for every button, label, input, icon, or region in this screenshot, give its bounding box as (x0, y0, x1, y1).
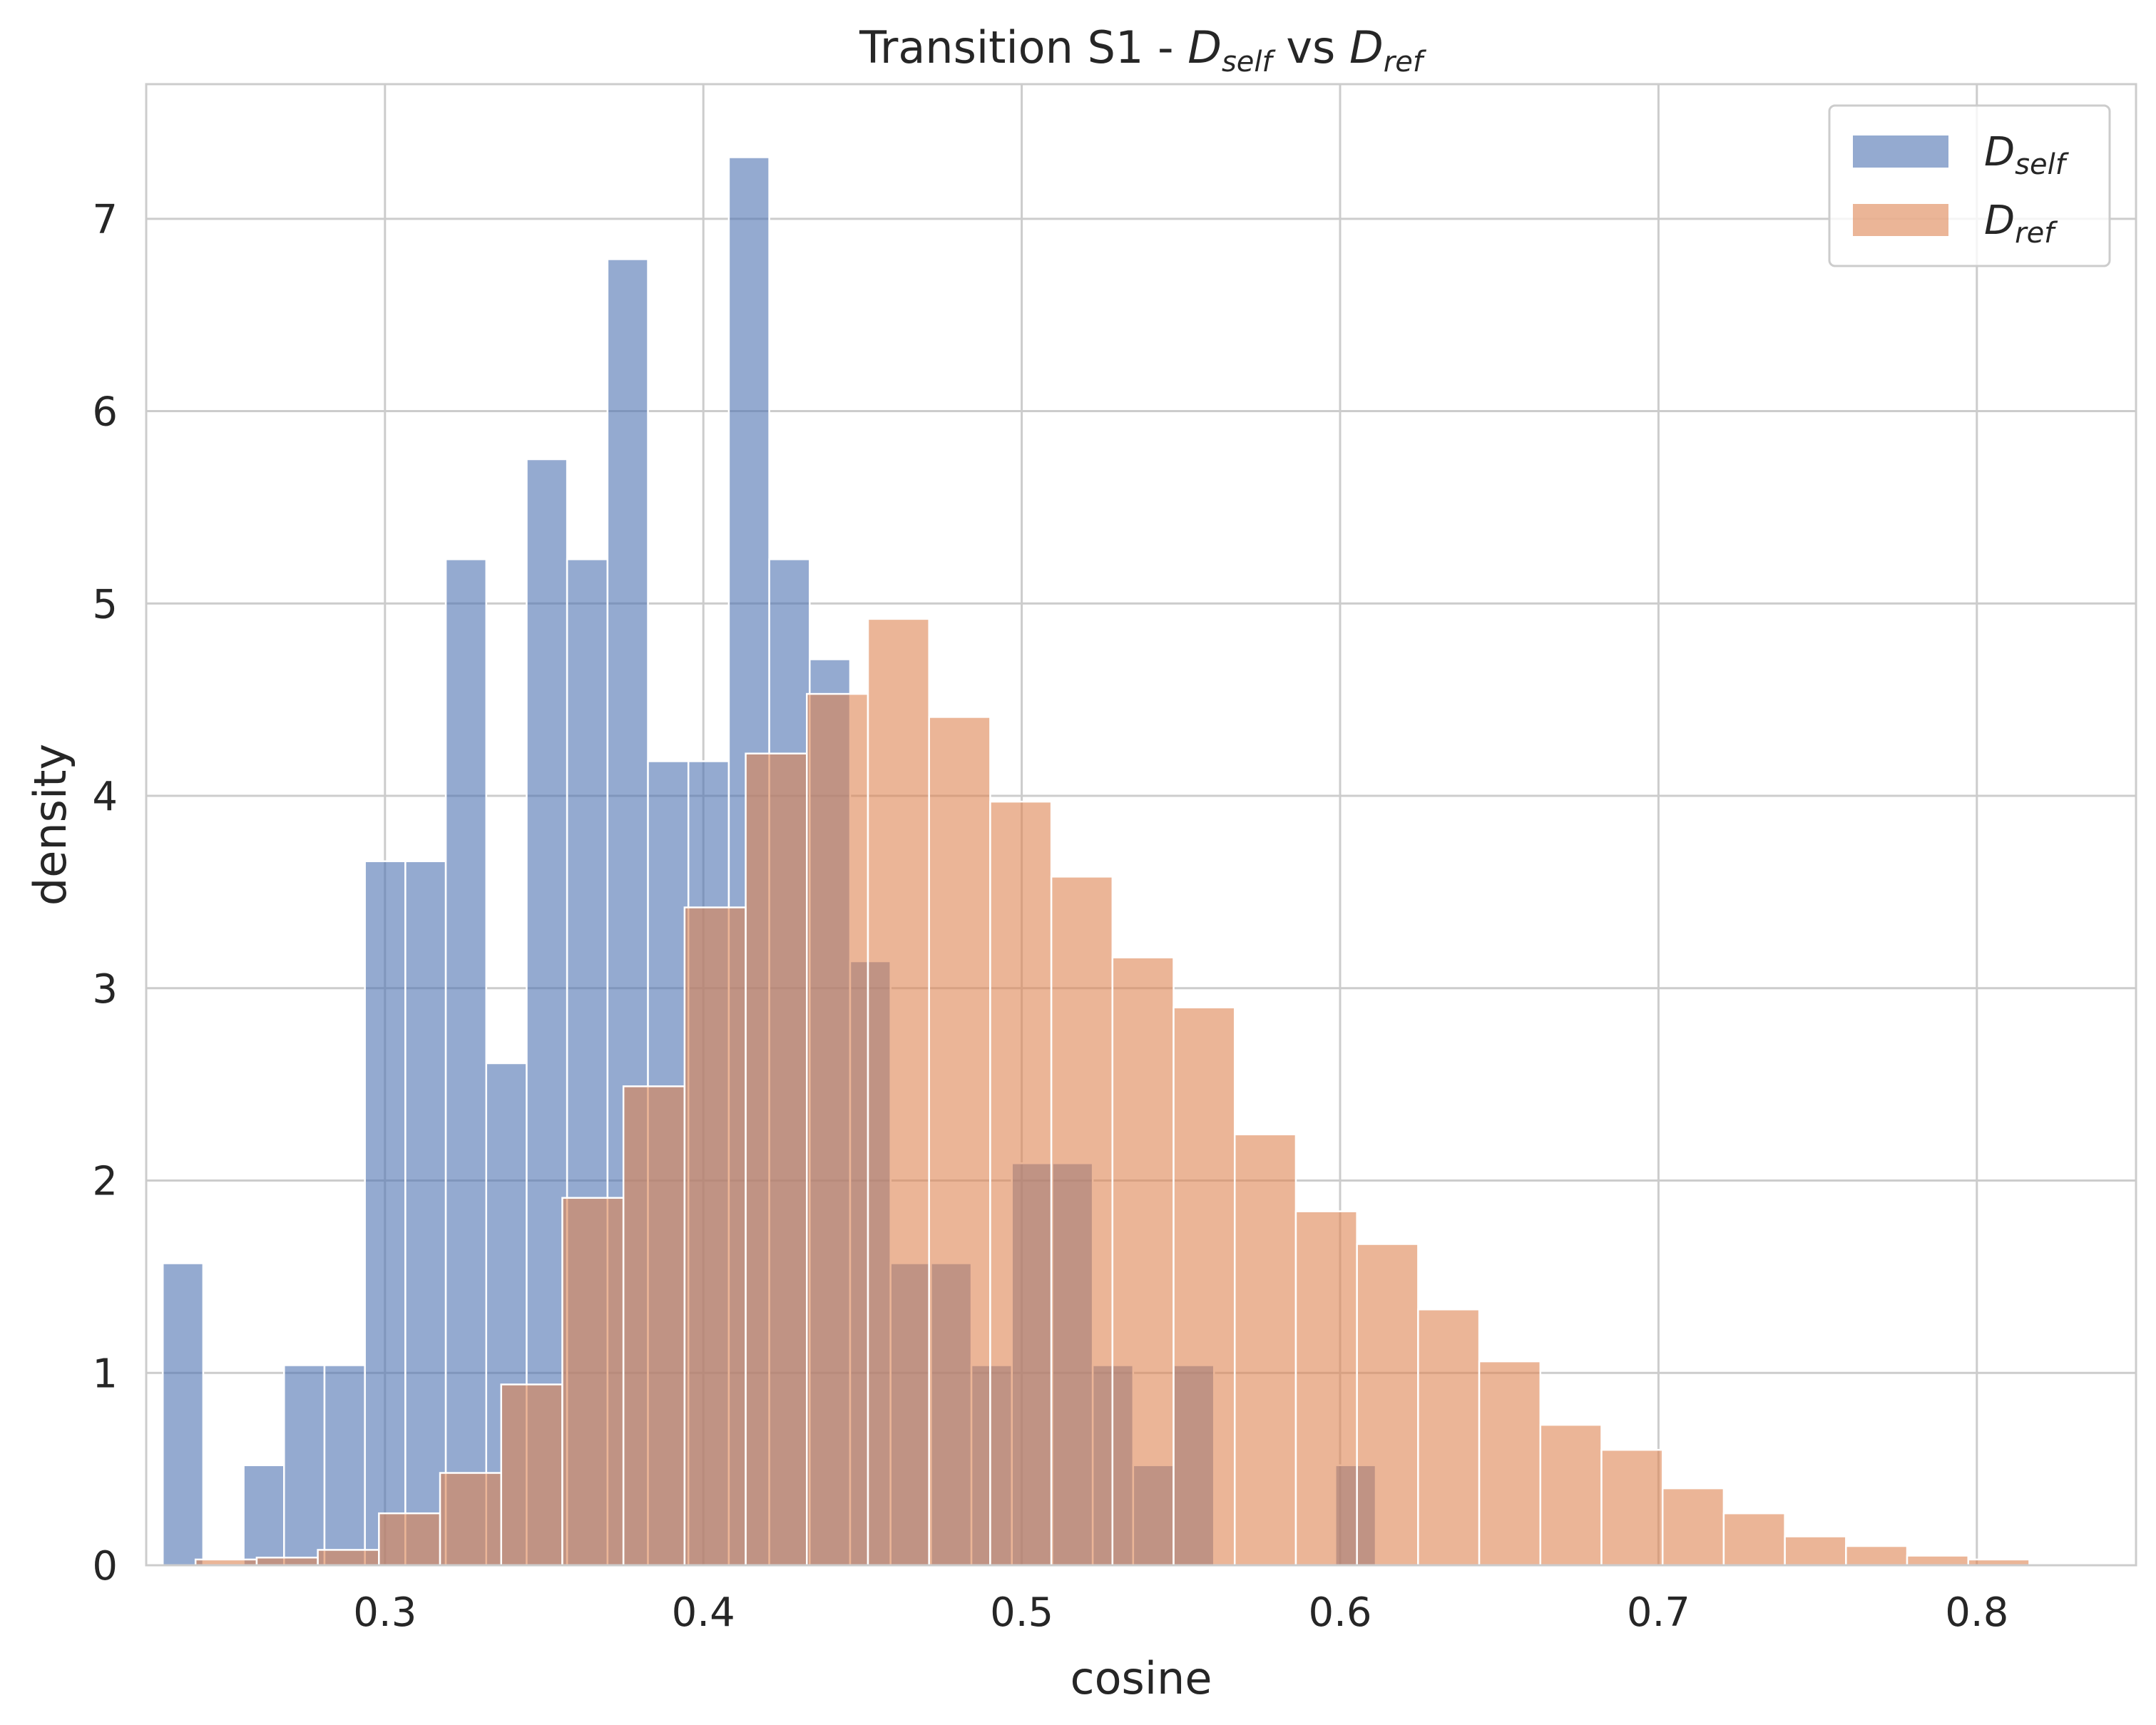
bar-ref-27 (1845, 1545, 1909, 1567)
x-tick-label-3: 0.6 (1308, 1590, 1371, 1636)
legend-d-ref-main: D (1984, 198, 2015, 244)
bar-self-7 (444, 558, 488, 1567)
x-tick-label-1: 0.4 (672, 1590, 735, 1636)
bar-ref-15 (1111, 956, 1175, 1567)
y-axis-label: density (24, 744, 76, 906)
bar-ref-25 (1722, 1512, 1786, 1567)
bar-self-6 (404, 860, 447, 1567)
y-tick-label-1: 1 (92, 1351, 118, 1397)
bar-self-5 (364, 860, 407, 1567)
bar-ref-13 (989, 800, 1053, 1567)
bar-ref-19 (1356, 1243, 1419, 1567)
plot-frame (145, 83, 2137, 1567)
bar-ref-12 (928, 716, 991, 1567)
bar-ref-28 (1906, 1555, 1969, 1567)
title-var1: D (1187, 21, 1222, 73)
x-axis-ticks: 0.3 0.4 0.5 0.6 0.7 0.8 (353, 1590, 2008, 1636)
bar-ref-18 (1294, 1210, 1358, 1567)
bar-ref-1 (255, 1556, 319, 1567)
title-prefix: Transition S1 - (859, 21, 1187, 73)
y-tick-label-3: 3 (92, 966, 118, 1013)
y-axis-ticks: 0 1 2 3 4 5 6 7 (92, 197, 118, 1590)
bar-ref-4 (439, 1472, 502, 1567)
bar-ref-21 (1478, 1360, 1542, 1567)
title-var2: D (1349, 21, 1384, 73)
legend-label-d-ref: Dref (1984, 198, 2058, 250)
x-tick-label-2: 0.5 (990, 1590, 1053, 1636)
title-middle: vs (1272, 21, 1349, 73)
bar-ref-14 (1050, 876, 1114, 1567)
x-tick-label-4: 0.7 (1627, 1590, 1690, 1636)
legend-label-d-self: Dself (1984, 129, 2070, 181)
legend-swatch-d-ref (1853, 204, 1948, 236)
bar-ref-24 (1661, 1487, 1725, 1567)
y-tick-label-6: 6 (92, 389, 118, 436)
bar-ref-20 (1417, 1308, 1481, 1567)
title-var2-subscript: ref (1384, 46, 1427, 78)
title-var1-subscript: self (1222, 46, 1277, 78)
legend-d-self-main: D (1984, 129, 2015, 175)
bar-self-0 (161, 1262, 205, 1567)
bar-ref-6 (561, 1197, 625, 1567)
bar-ref-3 (378, 1512, 441, 1567)
bar-self-2 (242, 1464, 285, 1567)
y-tick-label-4: 4 (92, 774, 118, 820)
bar-ref-17 (1233, 1133, 1297, 1567)
bar-ref-26 (1784, 1535, 1847, 1567)
bar-ref-10 (806, 692, 869, 1567)
x-axis-label: cosine (1071, 1652, 1212, 1704)
bar-ref-2 (317, 1549, 380, 1567)
legend-d-ref-subscript: ref (2015, 217, 2058, 250)
series-d-ref-bars (194, 618, 2030, 1567)
bar-ref-8 (683, 906, 747, 1567)
y-tick-label-2: 2 (92, 1159, 118, 1205)
y-tick-label-7: 7 (92, 197, 118, 243)
bar-ref-9 (745, 752, 808, 1567)
bar-ref-5 (500, 1383, 563, 1567)
legend-swatch-d-self (1853, 135, 1948, 168)
x-tick-label-0: 0.3 (353, 1590, 417, 1636)
y-tick-label-0: 0 (92, 1543, 118, 1590)
bar-self-4 (323, 1364, 366, 1567)
bar-ref-22 (1539, 1423, 1603, 1567)
legend: Dself Dref (1828, 104, 2111, 267)
bar-ref-23 (1600, 1448, 1664, 1567)
x-tick-label-5: 0.8 (1945, 1590, 2008, 1636)
y-tick-label-5: 5 (92, 581, 118, 628)
legend-box (1828, 104, 2111, 267)
legend-d-self-subscript: self (2015, 148, 2070, 181)
bar-ref-11 (867, 618, 930, 1567)
bar-ref-16 (1172, 1006, 1236, 1567)
chart-title: Transition S1 - Dself vs Dref (859, 21, 1427, 78)
bar-ref-7 (622, 1085, 686, 1567)
bar-self-3 (283, 1364, 326, 1567)
